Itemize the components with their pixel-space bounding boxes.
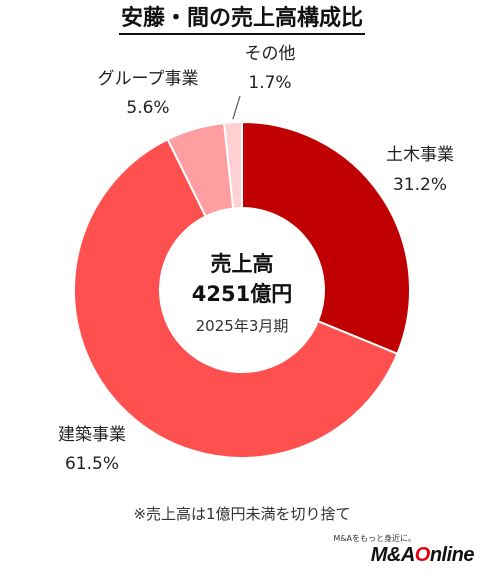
leader-lines (232, 95, 241, 120)
leader-line-other (232, 95, 241, 120)
slice-value-4: 1.7% (248, 73, 291, 93)
donut-slices (73, 120, 411, 459)
center-period: 2025年3月期 (196, 317, 289, 335)
slice-value-3: 5.6% (126, 98, 169, 118)
center-label: 売上高 (211, 252, 274, 276)
slice-4 (222, 120, 243, 210)
center-value: 4251億円 (192, 282, 292, 306)
slice-2 (73, 138, 399, 459)
brand-logo: M&Aをもっと身近に。 M&AOnline (274, 534, 474, 566)
brand-name-prefix: M&A (370, 544, 416, 566)
brand-name-suffix: nline (429, 544, 475, 566)
slice-label-2: 建築事業 (58, 425, 126, 445)
slice-label-1: 土木事業 (386, 145, 454, 165)
slice-value-2: 61.5% (65, 454, 119, 474)
slice-labels: 土木事業 31.2% 建築事業 61.5% グループ事業 5.6% その他 1.7% (58, 44, 454, 474)
chart-title: 安藤・間の売上高構成比 (0, 6, 484, 35)
slice-label-4: その他 (245, 44, 296, 64)
donut-center-text: 売上高 4251億円 2025年3月期 (192, 252, 292, 335)
brand-name: M&AOnline (274, 544, 475, 566)
footnote: ※売上高は1億円未満を切り捨て (133, 505, 351, 523)
brand-name-accent: O (414, 544, 431, 566)
brand-tagline: M&Aをもっと身近に。 (333, 534, 416, 543)
slice-1 (241, 120, 411, 356)
slice-label-3: グループ事業 (98, 69, 199, 89)
slice-value-1: 31.2% (393, 175, 447, 195)
chart-title-text: 安藤・間の売上高構成比 (118, 6, 365, 35)
